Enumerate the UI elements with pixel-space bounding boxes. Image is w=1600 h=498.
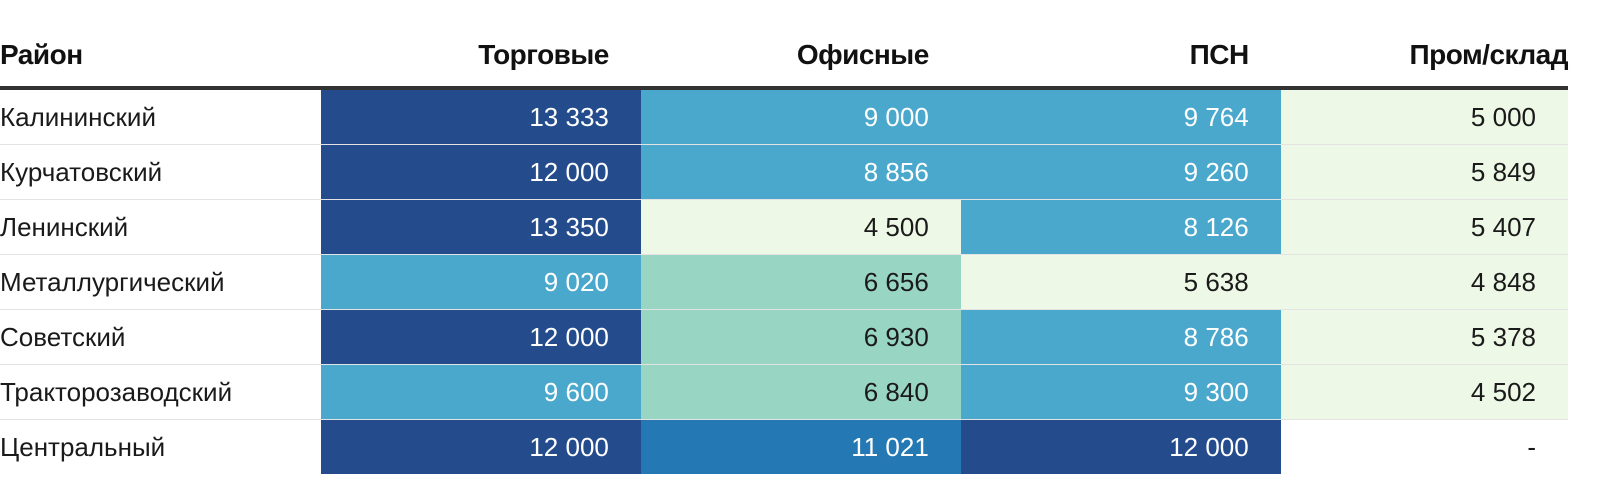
heatmap-cell: 12 000: [320, 419, 641, 474]
heatmap-cell: 12 000: [320, 309, 641, 365]
table-row: Советский 12 000 6 930 8 786 5 378: [0, 309, 1568, 365]
heatmap-cell: 5 378: [1280, 309, 1568, 365]
header-row: Район Торговые Офисные ПСН Пром/склад: [0, 24, 1569, 88]
heatmap-cell: -: [1280, 419, 1568, 474]
table-row: Тракторозаводский 9 600 6 840 9 300 4 50…: [0, 364, 1568, 420]
table-row: Металлургический 9 020 6 656 5 638 4 848: [0, 254, 1568, 310]
heatmap-cell: 8 126: [960, 199, 1281, 255]
column-header-psn: ПСН: [1189, 39, 1250, 70]
heatmap-cell: 9 300: [960, 364, 1281, 420]
heatmap-cell: 4 502: [1280, 364, 1568, 420]
heatmap-cell: 6 930: [640, 309, 961, 365]
table-row: Курчатовский 12 000 8 856 9 260 5 849: [0, 144, 1568, 200]
heatmap-cell: 6 656: [640, 254, 961, 310]
heatmap-cell: 11 021: [640, 419, 961, 474]
column-header-office: Офисные: [796, 39, 929, 70]
district-name: Калининский: [0, 88, 321, 145]
heatmap-cell: 13 350: [320, 199, 641, 255]
column-header-industrial-warehouse: Пром/склад: [1409, 39, 1568, 70]
table-row: Центральный 12 000 11 021 12 000 -: [0, 419, 1568, 474]
heatmap-cell: 5 849: [1280, 144, 1568, 200]
column-header-district: Район: [0, 39, 83, 70]
district-name: Ленинский: [0, 199, 321, 255]
district-name: Металлургический: [0, 254, 321, 310]
heatmap-cell: 6 840: [640, 364, 961, 420]
table-row: Ленинский 13 350 4 500 8 126 5 407: [0, 199, 1568, 255]
heatmap-cell: 13 333: [320, 88, 641, 145]
heatmap-cell: 9 764: [960, 88, 1281, 145]
column-header-retail: Торговые: [478, 39, 609, 70]
heatmap-cell: 9 020: [320, 254, 641, 310]
heatmap-cell: 4 500: [640, 199, 961, 255]
table-row: Калининский 13 333 9 000 9 764 5 000: [0, 88, 1568, 145]
district-name: Советский: [0, 309, 321, 365]
district-name: Тракторозаводский: [0, 364, 321, 420]
heatmap-cell: 4 848: [1280, 254, 1568, 310]
table-body: Калининский 13 333 9 000 9 764 5 000 Кур…: [0, 88, 1568, 474]
price-heatmap-table: Район Торговые Офисные ПСН Пром/склад Ка…: [0, 24, 1569, 474]
heatmap-cell: 8 786: [960, 309, 1281, 365]
heatmap-cell: 5 638: [960, 254, 1281, 310]
heatmap-cell: 5 407: [1280, 199, 1568, 255]
heatmap-cell: 12 000: [960, 419, 1281, 474]
heatmap-cell: 9 260: [960, 144, 1281, 200]
heatmap-cell: 12 000: [320, 144, 641, 200]
heatmap-cell: 8 856: [640, 144, 961, 200]
heatmap-cell: 9 000: [640, 88, 961, 145]
district-name: Курчатовский: [0, 144, 321, 200]
heatmap-cell: 9 600: [320, 364, 641, 420]
heatmap-cell: 5 000: [1280, 88, 1568, 145]
district-name: Центральный: [0, 419, 321, 474]
